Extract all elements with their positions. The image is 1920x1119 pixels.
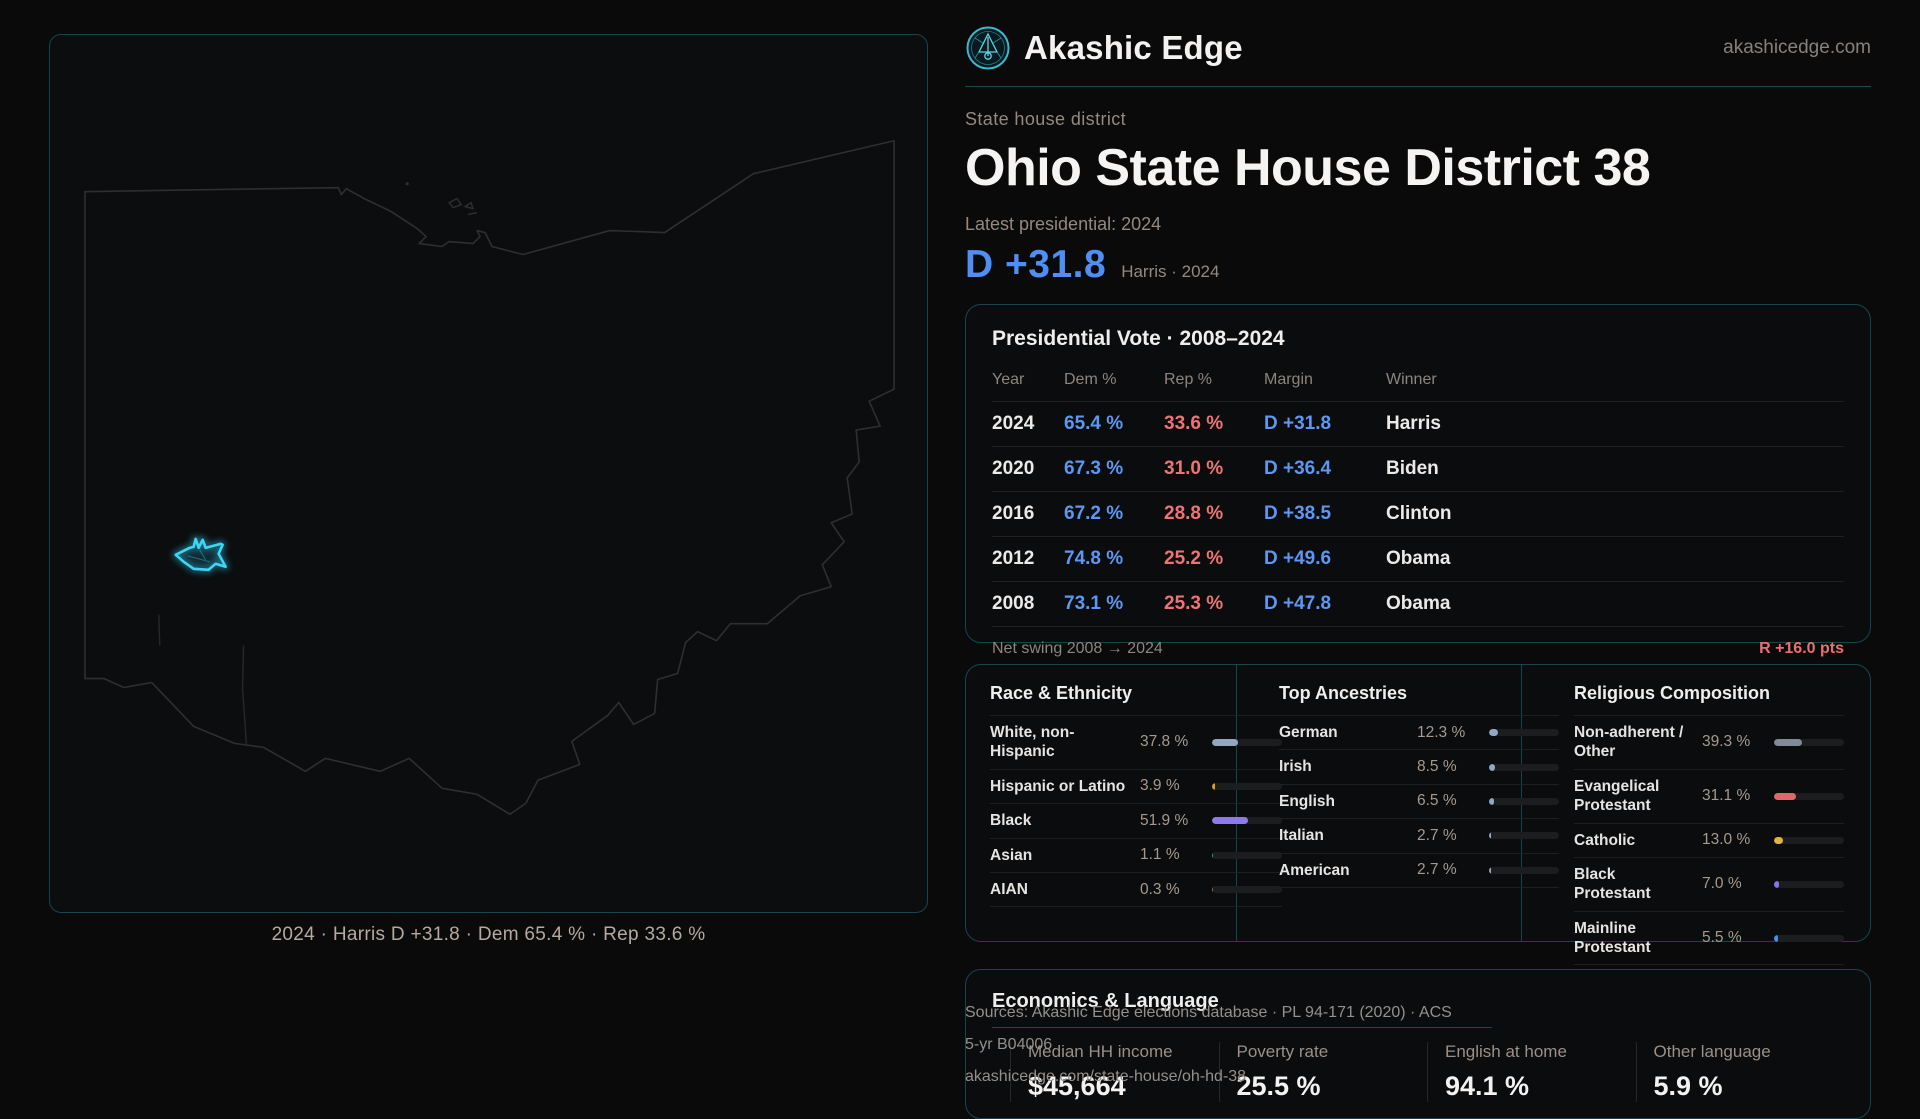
stat-row: Irish 8.5 % bbox=[1279, 750, 1559, 784]
page-title: Ohio State House District 38 bbox=[965, 138, 1871, 198]
latest-presidential-label: Latest presidential: 2024 bbox=[965, 214, 1871, 235]
bar-fill bbox=[1212, 739, 1238, 746]
presidential-vote-card: Presidential Vote · 2008–2024 Year Dem %… bbox=[965, 304, 1871, 643]
table-row: 2020 67.3 % 31.0 % D +36.4 Biden bbox=[992, 447, 1844, 492]
header-divider bbox=[965, 86, 1871, 87]
col-dem: Dem % bbox=[1064, 371, 1164, 389]
bar-fill bbox=[1489, 832, 1491, 839]
state-map-panel bbox=[49, 34, 928, 913]
panel-title: Religious Composition bbox=[1574, 683, 1844, 716]
sources-note: Sources: Akashic Edge elections database… bbox=[965, 997, 1465, 1093]
bar-fill bbox=[1212, 783, 1215, 790]
brand-name: Akashic Edge bbox=[1024, 29, 1243, 67]
col-margin: Margin bbox=[1264, 371, 1386, 389]
ohio-map bbox=[50, 35, 927, 912]
sources-url[interactable]: akashicedge.com/state-house/oh-hd-38 bbox=[965, 1061, 1465, 1093]
stat-row: American 2.7 % bbox=[1279, 854, 1559, 888]
district-type-kicker: State house district bbox=[965, 109, 1871, 130]
bar-track bbox=[1774, 935, 1844, 942]
ohio-outline bbox=[85, 141, 894, 814]
island-dot bbox=[406, 182, 409, 185]
header: Akashic Edge akashicedge.com bbox=[965, 24, 1871, 72]
stat-row: Mainline Protestant 5.5 % bbox=[1574, 912, 1844, 966]
stat-other-language: Other language 5.9 % bbox=[1636, 1042, 1845, 1102]
table-header-row: Year Dem % Rep % Margin Winner bbox=[992, 365, 1844, 402]
bar-fill bbox=[1489, 798, 1494, 805]
stat-row: Non-adherent / Other 39.3 % bbox=[1574, 716, 1844, 770]
bar-track bbox=[1774, 837, 1844, 844]
presidential-card-title: Presidential Vote · 2008–2024 bbox=[992, 327, 1844, 351]
bar-fill bbox=[1489, 867, 1491, 874]
bar-fill bbox=[1774, 935, 1778, 942]
bar-fill bbox=[1489, 764, 1495, 771]
stat-row: Evangelical Protestant 31.1 % bbox=[1574, 770, 1844, 824]
sources-line: Sources: Akashic Edge elections database… bbox=[965, 997, 1465, 1061]
bar-fill bbox=[1489, 729, 1498, 736]
bar-fill bbox=[1212, 852, 1213, 859]
headline-margin: D +31.8 bbox=[965, 243, 1106, 287]
religion-panel: Religious Composition Non-adherent / Oth… bbox=[1521, 665, 1870, 965]
stat-row: Black Protestant 7.0 % bbox=[1574, 858, 1844, 912]
bar-track bbox=[1774, 881, 1844, 888]
table-row: 2024 65.4 % 33.6 % D +31.8 Harris bbox=[992, 402, 1844, 447]
county-line bbox=[159, 615, 247, 747]
brand-logo-icon bbox=[965, 25, 1011, 71]
headline-margin-context: Harris · 2024 bbox=[1121, 262, 1219, 282]
bar-fill bbox=[1774, 793, 1796, 800]
lake-islands bbox=[449, 199, 477, 215]
bar-fill bbox=[1774, 837, 1783, 844]
stat-row: German 12.3 % bbox=[1279, 716, 1559, 750]
bar-fill bbox=[1774, 739, 1802, 746]
bar-fill bbox=[1774, 881, 1779, 888]
stat-row: Catholic 13.0 % bbox=[1574, 824, 1844, 858]
stat-row: Italian 2.7 % bbox=[1279, 819, 1559, 853]
bar-track bbox=[1774, 793, 1844, 800]
col-winner: Winner bbox=[1386, 371, 1844, 389]
bar-track bbox=[1774, 739, 1844, 746]
col-rep: Rep % bbox=[1164, 371, 1264, 389]
col-year: Year bbox=[992, 371, 1064, 389]
panel-title: Top Ancestries bbox=[1279, 683, 1559, 716]
map-caption: 2024 · Harris D +31.8 · Dem 65.4 % · Rep… bbox=[49, 924, 928, 946]
net-swing-value: R +16.0 pts bbox=[1759, 640, 1844, 658]
race-ethnicity-panel: Race & Ethnicity White, non-Hispanic 37.… bbox=[966, 665, 1236, 965]
net-swing-label: Net swing 2008 → 2024 bbox=[992, 640, 1163, 658]
ancestries-panel: Top Ancestries German 12.3 % Irish 8.5 %… bbox=[1236, 665, 1521, 965]
district-shape[interactable] bbox=[176, 539, 226, 570]
table-row: 2016 67.2 % 28.8 % D +38.5 Clinton bbox=[992, 492, 1844, 537]
table-row: 2008 73.1 % 25.3 % D +47.8 Obama bbox=[992, 582, 1844, 627]
demographics-card: Race & Ethnicity White, non-Hispanic 37.… bbox=[965, 664, 1871, 942]
brand-domain-link[interactable]: akashicedge.com bbox=[1723, 37, 1871, 59]
stat-row: English 6.5 % bbox=[1279, 785, 1559, 819]
table-row: 2012 74.8 % 25.2 % D +49.6 Obama bbox=[992, 537, 1844, 582]
